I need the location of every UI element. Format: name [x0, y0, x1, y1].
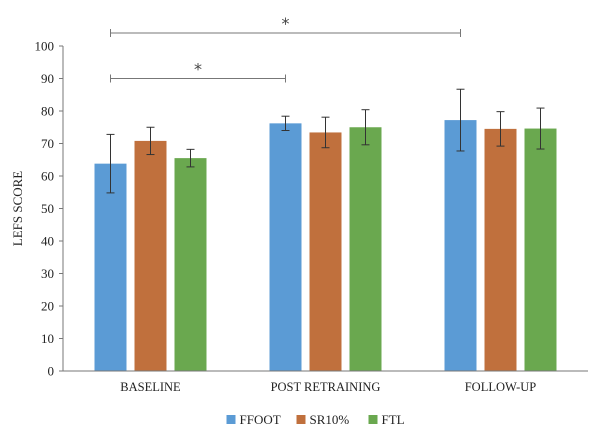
legend-label: FTL: [382, 412, 405, 427]
y-tick-label: 90: [41, 71, 54, 86]
significance-brackets: **: [110, 14, 461, 83]
bar: [269, 123, 302, 371]
error-bars: [106, 88, 545, 194]
y-axis-label: LEFS SCORE: [10, 171, 25, 247]
legend-label: SR10%: [310, 412, 350, 427]
bar: [174, 158, 207, 371]
x-category-label: POST RETRAINING: [271, 380, 381, 394]
x-axis: BASELINE POST RETRAINING FOLLOW-UP: [63, 370, 588, 394]
y-tick-label: 60: [41, 169, 54, 184]
bars: [94, 120, 557, 371]
bar: [524, 128, 557, 371]
y-axis: 0 10 20 30 40 50 60 70 80 90 100: [35, 39, 64, 379]
legend-swatch: [296, 415, 306, 424]
legend-swatch: [226, 415, 236, 424]
bar: [349, 127, 382, 371]
legend: FFOOT SR10% FTL: [226, 412, 405, 427]
bar: [94, 163, 127, 371]
legend-swatch: [368, 415, 378, 424]
y-tick-label: 20: [41, 299, 54, 314]
y-tick-label: 70: [41, 136, 54, 151]
bar: [484, 128, 517, 371]
significance-star: *: [282, 14, 290, 33]
bar: [134, 140, 167, 371]
y-tick-label: 80: [41, 104, 54, 119]
significance-star: *: [194, 60, 202, 79]
y-tick-label: 30: [41, 266, 54, 281]
y-tick-label: 100: [35, 39, 55, 54]
y-tick-label: 10: [41, 331, 54, 346]
bar: [444, 120, 477, 371]
y-tick-label: 0: [48, 364, 55, 379]
legend-label: FFOOT: [240, 412, 281, 427]
y-tick-label: 50: [41, 201, 54, 216]
bar: [309, 132, 342, 371]
x-category-label: FOLLOW-UP: [465, 380, 537, 394]
x-category-label: BASELINE: [120, 380, 181, 394]
y-tick-label: 40: [41, 234, 54, 249]
